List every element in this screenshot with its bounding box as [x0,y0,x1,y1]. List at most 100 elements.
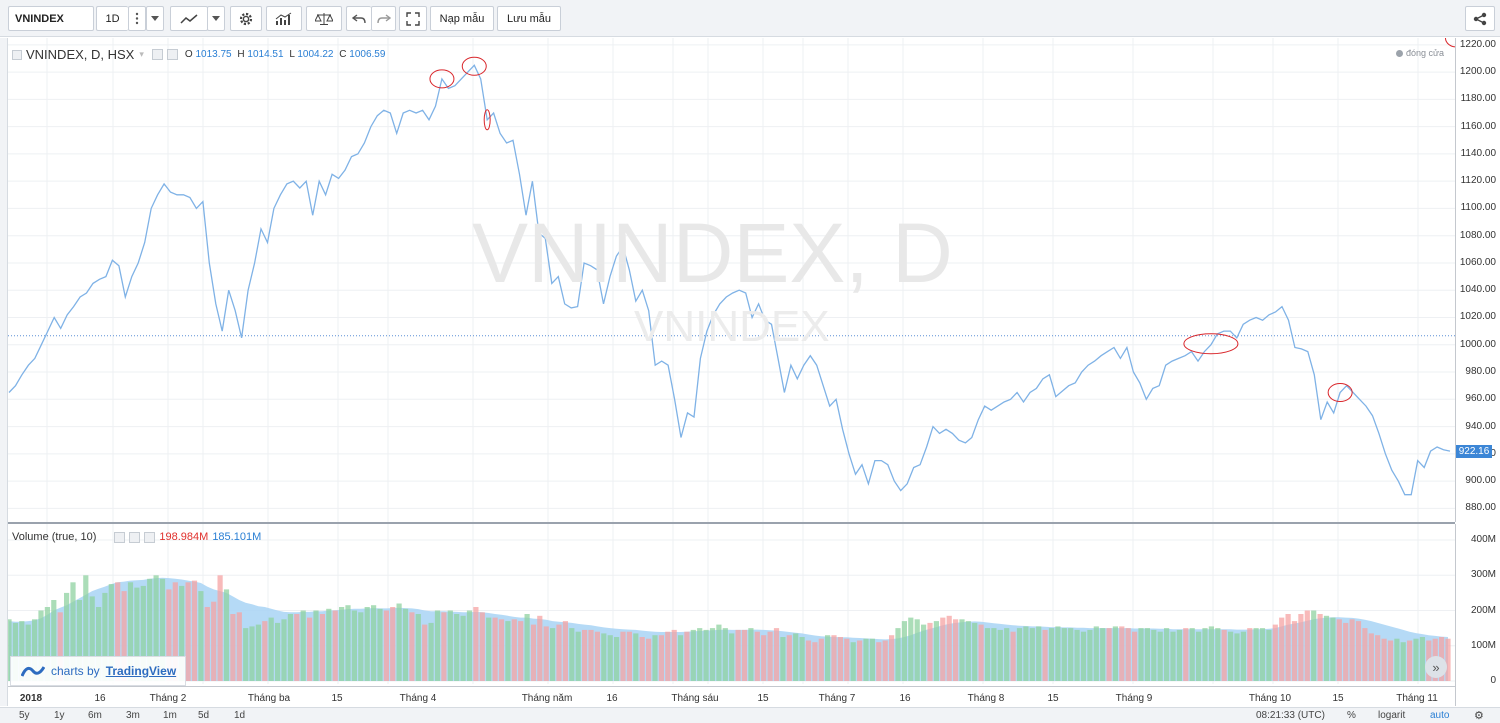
price-tick: 1000.00 [1459,338,1496,350]
interval-button[interactable]: 1D [96,6,128,31]
price-pane[interactable] [8,38,1455,522]
chart-style-line-icon[interactable] [170,6,208,31]
volume-bar [1387,640,1394,681]
volume-bar [147,578,153,681]
volume-bar [1055,626,1061,681]
price-tick: 1180.00 [1460,93,1496,105]
legend-dropdown-icon[interactable]: ▾ [139,49,144,59]
volume-bar [479,612,485,681]
volume-bar [588,629,594,681]
load-template-button[interactable]: Nạp mẫu [430,6,494,31]
top-toolbar: VNINDEX 1D Nạp mẫu Lưu mẫu [0,0,1500,37]
volume-bar [1336,619,1342,681]
range-button-3m[interactable]: 3m [126,710,140,721]
scroll-to-realtime-icon[interactable]: » [1425,656,1447,678]
volume-bar [1228,631,1234,681]
price-tick: 1140.00 [1460,147,1496,159]
volume-bar [1445,638,1451,681]
volume-bar [978,624,984,681]
volume-bar [383,610,389,681]
indicators-icon[interactable] [266,6,302,31]
volume-bar [243,628,249,681]
time-tick: Tháng năm [521,693,573,704]
volume-bar [127,582,134,681]
percent-toggle[interactable]: % [1347,710,1356,721]
fullscreen-icon[interactable] [399,6,427,31]
symbol-search-input[interactable]: VNINDEX [8,6,94,31]
volume-bar [921,624,927,681]
volume-bar [1266,629,1272,681]
volume-close-icon[interactable] [144,531,156,543]
volume-bar [396,603,402,681]
volume-bar [511,619,517,681]
closing-dot-icon [1396,50,1403,57]
volume-bar [25,624,31,681]
volume-bar [607,635,613,681]
pane-separator[interactable] [8,522,1455,524]
volume-pane[interactable] [8,524,1455,684]
volume-hide-icon[interactable] [114,531,126,543]
tradingview-branding[interactable]: charts by TradingView [10,656,186,686]
volume-bar [761,635,767,681]
volume-bar [748,628,754,681]
volume-bar [466,610,473,681]
volume-bar [409,612,415,681]
volume-bar [1164,628,1170,681]
volume-bar [569,628,575,681]
price-chart [8,38,1455,522]
volume-bar [1368,633,1374,681]
volume-bar [115,582,121,681]
undo-icon[interactable] [346,6,371,31]
volume-bar [64,592,70,681]
volume-bar [709,628,716,681]
compare-scale-icon[interactable] [306,6,342,31]
volume-bar [767,631,773,681]
volume-axis[interactable]: 400M 300M 200M 100M 0 [1455,524,1500,686]
volume-bar [51,600,57,681]
time-axis[interactable] [8,686,1455,706]
volume-bar [582,629,588,681]
price-tick: 1020.00 [1459,311,1496,323]
volume-bar [1176,629,1182,681]
range-button-5y[interactable]: 5y [19,710,30,721]
volume-settings-icon[interactable] [129,531,141,543]
axis-settings-gear-icon[interactable]: ⚙ [1474,710,1484,722]
collapse-icon[interactable] [12,49,22,60]
price-axis[interactable]: 1220.00 1200.00 1180.00 1160.00 1140.00 1120.… [1455,38,1500,522]
save-template-button[interactable]: Lưu mẫu [497,6,561,31]
price-tick: 1080.00 [1459,229,1496,241]
range-button-5d[interactable]: 5d [198,710,210,721]
gear-icon[interactable] [230,6,262,31]
redo-icon[interactable] [371,6,396,31]
price-tick: 960.00 [1465,393,1496,405]
save-template-label: Lưu mẫu [506,12,552,25]
volume-bar [984,628,991,681]
interval-dropdown-icon[interactable] [146,6,164,31]
volume-bar [447,610,453,681]
range-button-1m[interactable]: 1m [163,710,177,721]
hide-series-icon[interactable] [151,49,163,60]
volume-bar [179,585,185,681]
volume-bar [108,584,114,681]
price-line [8,64,1451,496]
branding-link[interactable]: TradingView [105,664,177,678]
volume-bar [684,631,690,681]
volume-bar [741,629,748,681]
log-toggle[interactable]: logarit [1378,710,1406,721]
settings-series-icon[interactable] [166,49,178,60]
range-button-1d[interactable]: 1d [234,710,246,721]
volume-bar [959,619,965,681]
chart-style-dropdown-icon[interactable] [207,6,225,31]
volume-bar [19,621,25,681]
auto-toggle[interactable]: auto [1430,710,1450,721]
range-button-1y[interactable]: 1y [54,710,65,721]
volume-bar [1080,631,1087,681]
symbol-label: VNINDEX [15,12,64,25]
load-template-label: Nạp mẫu [439,12,485,25]
volume-bar [460,615,466,681]
share-icon[interactable] [1465,6,1495,31]
more-intervals-icon[interactable] [128,6,146,31]
range-button-6m[interactable]: 6m [88,710,102,721]
volume-bar [1381,638,1387,681]
price-tick: 1120.00 [1460,175,1496,187]
